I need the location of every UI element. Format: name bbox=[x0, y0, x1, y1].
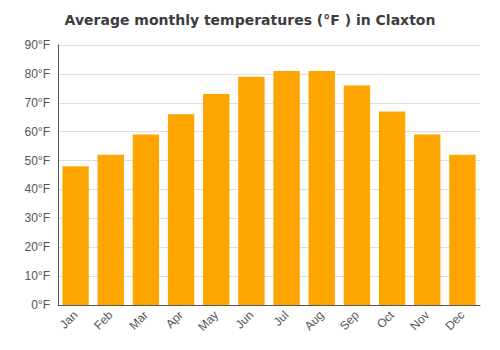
svg-text:40°F: 40°F bbox=[25, 182, 50, 196]
svg-text:30°F: 30°F bbox=[25, 211, 50, 225]
svg-text:Apr: Apr bbox=[163, 308, 186, 331]
svg-text:Jan: Jan bbox=[57, 308, 81, 332]
svg-text:Feb: Feb bbox=[91, 308, 116, 333]
svg-text:20°F: 20°F bbox=[25, 240, 50, 254]
svg-text:90°F: 90°F bbox=[25, 38, 50, 52]
svg-text:May: May bbox=[195, 308, 221, 334]
svg-text:Jul: Jul bbox=[271, 308, 292, 329]
svg-text:70°F: 70°F bbox=[25, 96, 50, 110]
svg-text:Mar: Mar bbox=[126, 308, 151, 332]
svg-text:80°F: 80°F bbox=[25, 67, 50, 81]
svg-text:Sep: Sep bbox=[337, 308, 362, 333]
svg-text:Dec: Dec bbox=[442, 308, 467, 333]
svg-text:Aug: Aug bbox=[302, 308, 327, 333]
svg-text:Oct: Oct bbox=[374, 308, 398, 332]
svg-text:Jun: Jun bbox=[233, 308, 257, 332]
svg-text:10°F: 10°F bbox=[25, 269, 50, 283]
svg-text:Nov: Nov bbox=[407, 308, 432, 333]
svg-text:0°F: 0°F bbox=[31, 298, 50, 312]
svg-text:60°F: 60°F bbox=[25, 125, 50, 139]
svg-text:Average monthly temperatures (: Average monthly temperatures (°F ) in Cl… bbox=[65, 12, 436, 28]
svg-text:50°F: 50°F bbox=[25, 154, 50, 168]
